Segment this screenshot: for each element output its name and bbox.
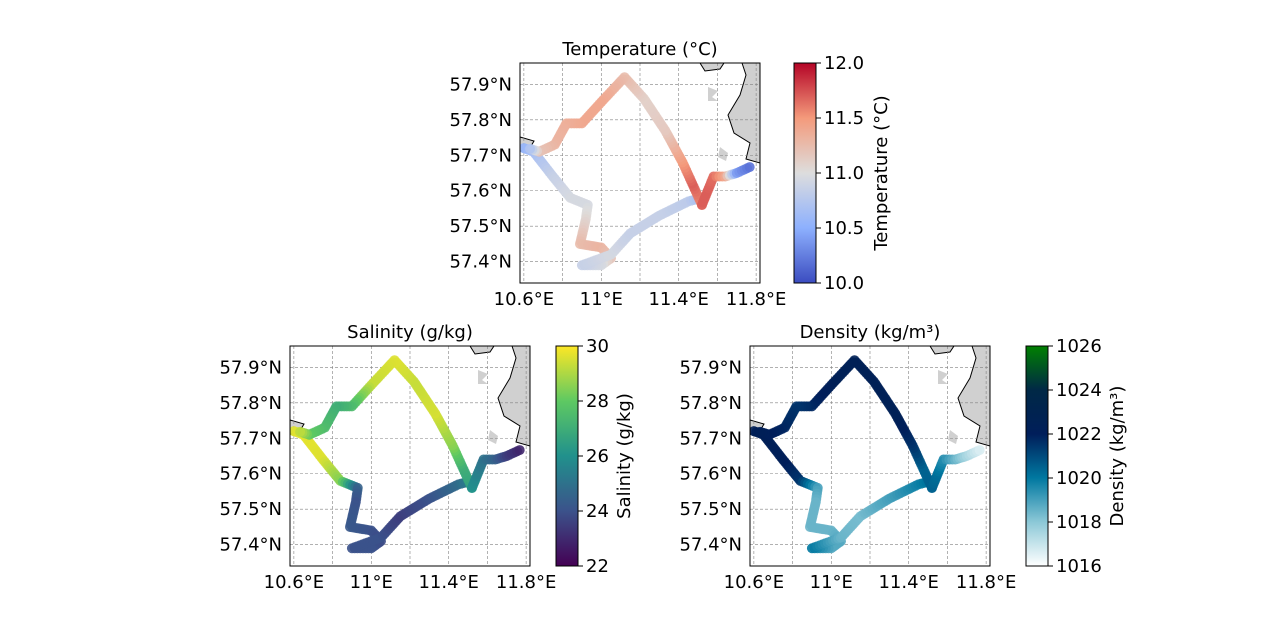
density-island-2 [948, 430, 958, 444]
temperature-colorbar-bar [793, 62, 817, 284]
density-y-tick-label: 57.8°N [679, 393, 742, 414]
density-track-point [755, 426, 766, 437]
temperature-y-tick-label: 57.5°N [449, 216, 512, 237]
salinity-panel: Salinity (g/kg) 10.6°E 11°E 11.4°E 11.8°E 57… [219, 322, 635, 593]
density-map: 10.6°E 11°E 11.4°E 11.8°E 57.4°N 57.5°N 57.6°N… [679, 345, 1016, 593]
density-map-frame [749, 345, 991, 567]
temperature-island-1 [708, 87, 718, 101]
salinity-colorbar-tick-label: 22 [586, 556, 609, 577]
salinity-colorbar-tick-label: 26 [586, 446, 609, 467]
salinity-x-tick-label: 11.8°E [496, 572, 556, 593]
salinity-colorbar-tick-label: 30 [586, 336, 609, 357]
salinity-y-tick-label: 57.7°N [219, 428, 282, 449]
temperature-x-tick-label: 11°E [580, 289, 623, 310]
density-colorbar-label: Density (kg/m³) [1107, 386, 1128, 527]
temperature-title: Temperature (°C) [561, 39, 717, 60]
salinity-map: 10.6°E 11°E 11.4°E 11.8°E 57.4°N 57.5°N 57.6°N… [219, 345, 556, 593]
temperature-x-tick-label: 11.8°E [726, 289, 786, 310]
salinity-track-point [295, 426, 306, 437]
temperature-coast-east [727, 63, 760, 164]
density-colorbar: 1016 1018 1020 1022 1024 1026 [1025, 336, 1102, 577]
salinity-branch-point [514, 445, 525, 456]
density-y-tick-label: 57.6°N [679, 464, 742, 485]
density-branch-point [974, 445, 985, 456]
temperature-y-tick-label: 57.9°N [449, 74, 512, 95]
density-colorbar-tick-label: 1026 [1056, 336, 1102, 357]
density-coast-east [957, 346, 990, 447]
temperature-colorbar-tick-label: 10.5 [824, 218, 864, 239]
temperature-map-frame [519, 62, 761, 284]
salinity-x-tick-label: 11.4°E [418, 572, 478, 593]
salinity-y-tick-label: 57.9°N [219, 357, 282, 378]
salinity-coast-north [469, 346, 495, 355]
salinity-colorbar-bar [555, 345, 579, 567]
temperature-colorbar-tick-label: 10.0 [824, 273, 864, 294]
temperature-colorbar: 10.0 10.5 11.0 11.5 12.0 [793, 53, 864, 294]
temperature-y-tick-label: 57.8°N [449, 110, 512, 131]
density-x-tick-label: 11°E [810, 572, 853, 593]
temperature-y-tick-label: 57.7°N [449, 145, 512, 166]
salinity-colorbar-label: Salinity (g/kg) [614, 393, 635, 519]
temperature-coast-north [699, 63, 725, 72]
density-title: Density (kg/m³) [800, 322, 941, 343]
density-map-content [750, 346, 990, 566]
temperature-colorbar-tick-label: 12.0 [824, 53, 864, 74]
density-colorbar-bar [1025, 345, 1049, 567]
temperature-x-tick-label: 11.4°E [648, 289, 708, 310]
salinity-coast-east [497, 346, 530, 447]
salinity-colorbar: 22 24 26 28 30 [555, 336, 609, 577]
salinity-title: Salinity (g/kg) [347, 322, 473, 343]
density-x-tick-label: 11.8°E [956, 572, 1016, 593]
salinity-y-tick-label: 57.8°N [219, 393, 282, 414]
temperature-map-content [520, 63, 760, 283]
temperature-colorbar-tick-label: 11.5 [824, 108, 864, 129]
temperature-track-point [525, 143, 536, 154]
salinity-map-frame [289, 345, 531, 567]
salinity-y-tick-label: 57.6°N [219, 464, 282, 485]
salinity-colorbar-tick-label: 28 [586, 391, 609, 412]
density-y-tick-label: 57.4°N [679, 535, 742, 556]
density-colorbar-tick-label: 1022 [1056, 424, 1102, 445]
density-colorbar-tick-label: 1018 [1056, 512, 1102, 533]
density-island-1 [938, 370, 948, 384]
salinity-colorbar-tick-label: 24 [586, 501, 609, 522]
salinity-y-tick-label: 57.4°N [219, 535, 282, 556]
density-coast-north [929, 346, 955, 355]
density-y-tick-label: 57.5°N [679, 499, 742, 520]
salinity-island-1 [478, 370, 488, 384]
temperature-x-tick-label: 10.6°E [494, 289, 554, 310]
salinity-island-2 [488, 430, 498, 444]
temperature-branch-point [744, 162, 755, 173]
density-x-tick-label: 10.6°E [724, 572, 784, 593]
salinity-x-tick-label: 10.6°E [264, 572, 324, 593]
temperature-y-tick-label: 57.4°N [449, 252, 512, 273]
temperature-y-tick-label: 57.6°N [449, 181, 512, 202]
temperature-colorbar-tick-label: 11.0 [824, 163, 864, 184]
temperature-island-2 [718, 147, 728, 161]
density-y-tick-label: 57.7°N [679, 428, 742, 449]
density-x-tick-label: 11.4°E [878, 572, 938, 593]
density-colorbar-tick-label: 1020 [1056, 468, 1102, 489]
temperature-map: 10.6°E 11°E 11.4°E 11.8°E 57.4°N 57.5°N 57.6°N… [449, 62, 786, 310]
salinity-y-tick-label: 57.5°N [219, 499, 282, 520]
density-panel: Density (kg/m³) 10.6°E 11°E 11.4°E 11.8°E 57… [679, 322, 1128, 593]
salinity-map-content [290, 346, 530, 566]
temperature-colorbar-label: Temperature (°C) [871, 95, 892, 251]
density-y-tick-label: 57.9°N [679, 357, 742, 378]
temperature-panel: Temperature (°C) 10.6°E 11°E 11.4°E 11.8°E 5… [449, 39, 892, 310]
density-colorbar-tick-label: 1016 [1056, 556, 1102, 577]
density-colorbar-tick-label: 1024 [1056, 380, 1102, 401]
salinity-x-tick-label: 11°E [350, 572, 393, 593]
